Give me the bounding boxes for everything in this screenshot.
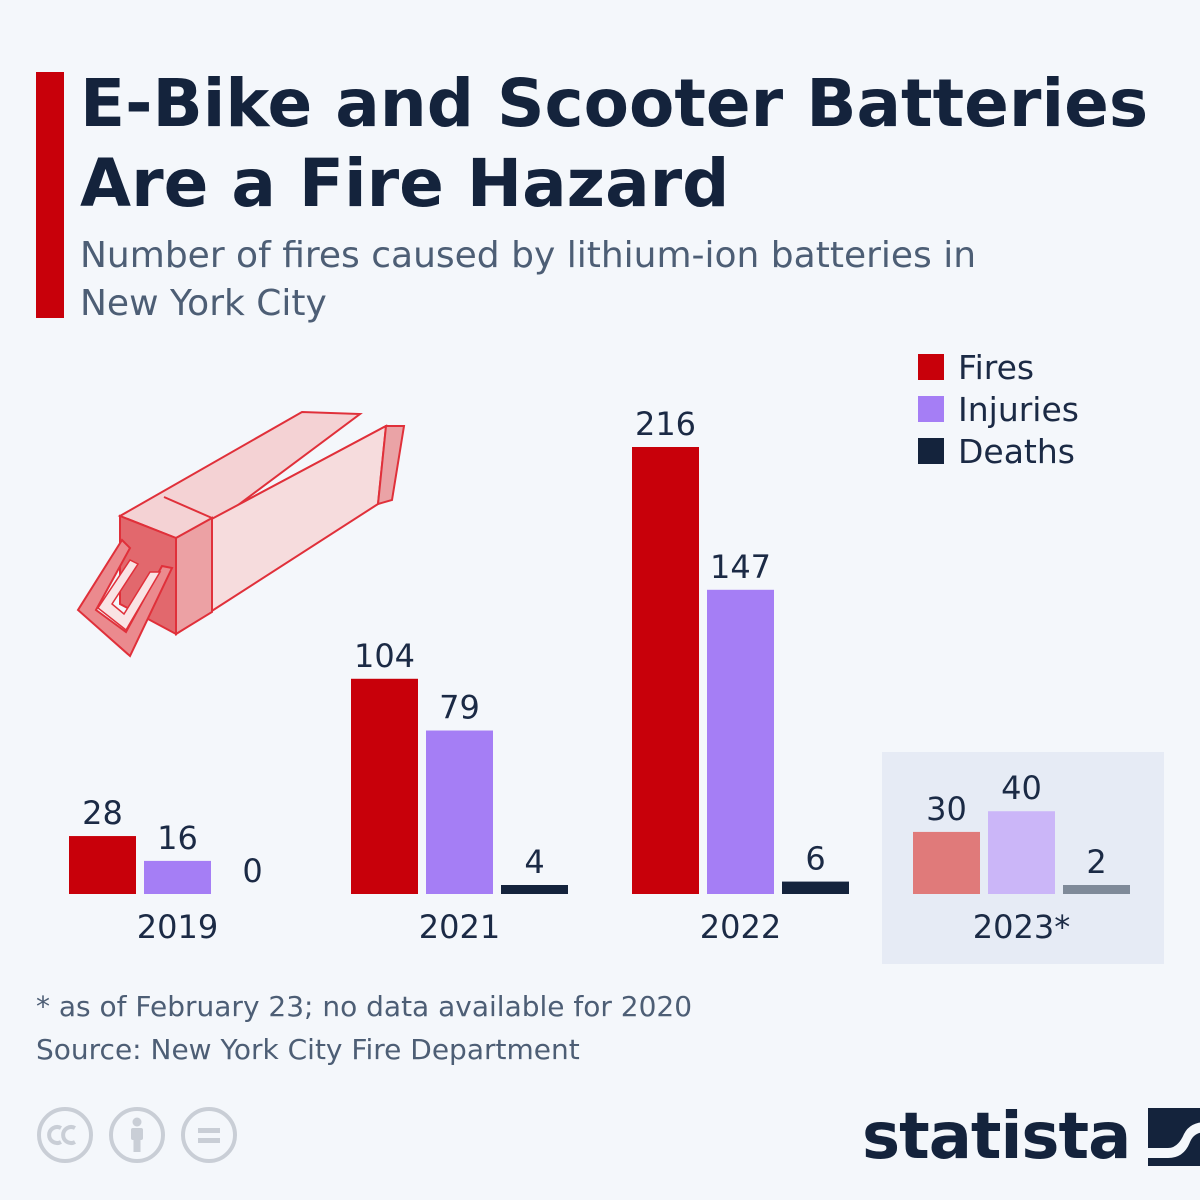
data-label-deaths-2021: 4 bbox=[524, 843, 544, 881]
chart-title: E-Bike and Scooter Batteries Are a Fire … bbox=[80, 65, 1149, 222]
bar-fires-2023 bbox=[913, 831, 980, 894]
data-label-deaths-2022: 6 bbox=[805, 840, 825, 878]
data-label-deaths-2023: 2 bbox=[1086, 843, 1106, 881]
legend-swatch-injuries bbox=[918, 396, 944, 422]
data-label-fires-2021: 104 bbox=[354, 637, 415, 675]
legend-item-fires: Fires bbox=[918, 346, 1079, 388]
bar-injuries-2019 bbox=[144, 860, 211, 894]
x-tick-label-2022: 2022 bbox=[700, 908, 781, 946]
bar-deaths-2022 bbox=[782, 881, 849, 894]
bar-injuries-2022 bbox=[707, 589, 774, 894]
footnote: * as of February 23; no data available f… bbox=[36, 990, 693, 1023]
x-tick-label-2021: 2021 bbox=[419, 908, 500, 946]
legend-item-injuries: Injuries bbox=[918, 388, 1079, 430]
bar-deaths-2021 bbox=[501, 885, 568, 894]
attribution-icon[interactable] bbox=[108, 1106, 166, 1164]
legend-label-injuries: Injuries bbox=[958, 389, 1079, 429]
legend-label-fires: Fires bbox=[958, 347, 1035, 387]
data-label-deaths-2019: 0 bbox=[242, 852, 262, 890]
bar-deaths-2023 bbox=[1063, 885, 1130, 894]
x-tick-label-2023: 2023* bbox=[973, 908, 1070, 946]
data-label-fires-2022: 216 bbox=[635, 405, 696, 443]
bar-fires-2021 bbox=[351, 678, 418, 894]
legend-item-deaths: Deaths bbox=[918, 430, 1079, 472]
data-label-fires-2023: 30 bbox=[926, 790, 967, 828]
statista-logo[interactable]: statista bbox=[862, 1100, 1200, 1174]
legend-swatch-deaths bbox=[918, 438, 944, 464]
chart-subtitle: Number of fires caused by lithium-ion ba… bbox=[80, 235, 977, 324]
license-icons bbox=[36, 1106, 238, 1164]
legend: Fires Injuries Deaths bbox=[918, 346, 1079, 472]
brand-name: statista bbox=[862, 1100, 1131, 1174]
accent-bar bbox=[36, 72, 64, 318]
bar-injuries-2021 bbox=[426, 730, 493, 894]
data-label-injuries-2019: 16 bbox=[157, 819, 198, 857]
no-derivatives-icon[interactable] bbox=[180, 1106, 238, 1164]
data-label-injuries-2022: 147 bbox=[710, 548, 771, 586]
legend-label-deaths: Deaths bbox=[958, 431, 1075, 471]
source-note: Source: New York City Fire Department bbox=[36, 1033, 580, 1066]
data-label-injuries-2023: 40 bbox=[1001, 769, 1042, 807]
data-label-injuries-2021: 79 bbox=[439, 689, 480, 727]
bar-fires-2019 bbox=[69, 836, 136, 894]
bar-injuries-2023 bbox=[988, 811, 1055, 894]
legend-swatch-fires bbox=[918, 354, 944, 380]
data-label-fires-2019: 28 bbox=[82, 794, 123, 832]
battery-icon bbox=[76, 410, 406, 658]
bar-fires-2022 bbox=[632, 447, 699, 894]
cc-icon[interactable] bbox=[36, 1106, 94, 1164]
x-tick-label-2019: 2019 bbox=[137, 908, 218, 946]
statista-logo-icon bbox=[1148, 1108, 1200, 1166]
